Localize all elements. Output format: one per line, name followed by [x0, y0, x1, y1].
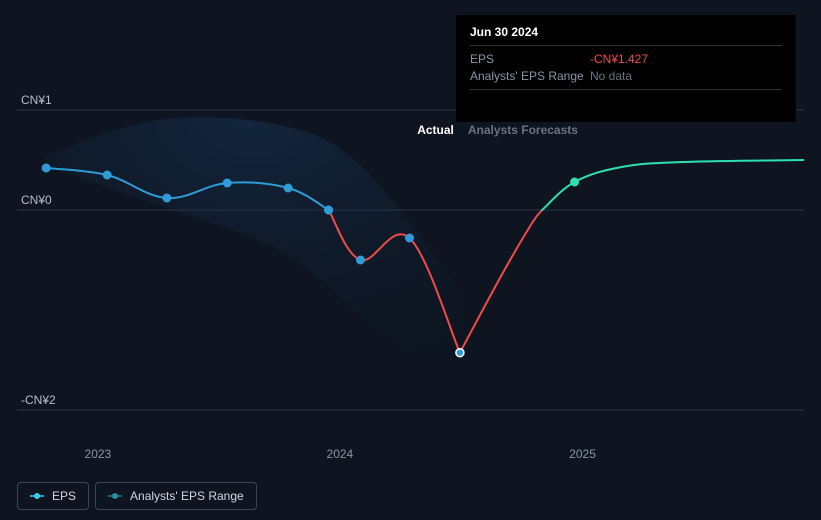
tooltip-row-label: Analysts' EPS Range	[470, 69, 590, 83]
tooltip-date: Jun 30 2024	[470, 25, 782, 39]
eps-range-area	[46, 117, 460, 400]
eps-marker[interactable]	[571, 178, 579, 186]
tooltip-row-label: EPS	[470, 52, 590, 66]
legend-item[interactable]: EPS	[17, 482, 89, 510]
chart-tooltip: Jun 30 2024 EPS-CN¥1.427Analysts' EPS Ra…	[456, 15, 796, 122]
tooltip-divider-bottom	[470, 89, 782, 90]
eps-line-forecast-pos	[542, 160, 803, 210]
eps-marker[interactable]	[356, 256, 364, 264]
tooltip-divider	[470, 45, 782, 46]
x-tick-label: 2024	[327, 447, 354, 461]
eps-marker-highlight[interactable]	[456, 349, 464, 357]
eps-marker[interactable]	[163, 194, 171, 202]
y-tick-label: CN¥1	[21, 93, 52, 107]
tooltip-row: Analysts' EPS RangeNo data	[470, 69, 782, 83]
eps-marker[interactable]	[42, 164, 50, 172]
eps-marker[interactable]	[406, 234, 414, 242]
chart-legend: EPS Analysts' EPS Range	[17, 482, 257, 510]
tooltip-row-value: -CN¥1.427	[590, 52, 648, 66]
eps-chart: CN¥1 CN¥0 -CN¥2 Actual Analysts Forecasts 202…	[0, 0, 821, 520]
region-label-actual: Actual	[417, 123, 454, 137]
eps-line-forecast-neg	[460, 210, 542, 353]
x-tick-label: 2023	[85, 447, 112, 461]
x-tick-label: 2025	[569, 447, 596, 461]
legend-label: EPS	[52, 489, 76, 503]
eps-marker[interactable]	[103, 171, 111, 179]
y-tick-label: -CN¥2	[21, 393, 56, 407]
legend-label: Analysts' EPS Range	[130, 489, 244, 503]
y-tick-label: CN¥0	[21, 193, 52, 207]
eps-marker[interactable]	[325, 206, 333, 214]
legend-item[interactable]: Analysts' EPS Range	[95, 482, 257, 510]
tooltip-row-value: No data	[590, 69, 632, 83]
legend-swatch-icon	[30, 492, 44, 500]
legend-swatch-icon	[108, 492, 122, 500]
eps-marker[interactable]	[223, 179, 231, 187]
tooltip-row: EPS-CN¥1.427	[470, 52, 782, 66]
eps-marker[interactable]	[284, 184, 292, 192]
region-label-forecast: Analysts Forecasts	[468, 123, 578, 137]
